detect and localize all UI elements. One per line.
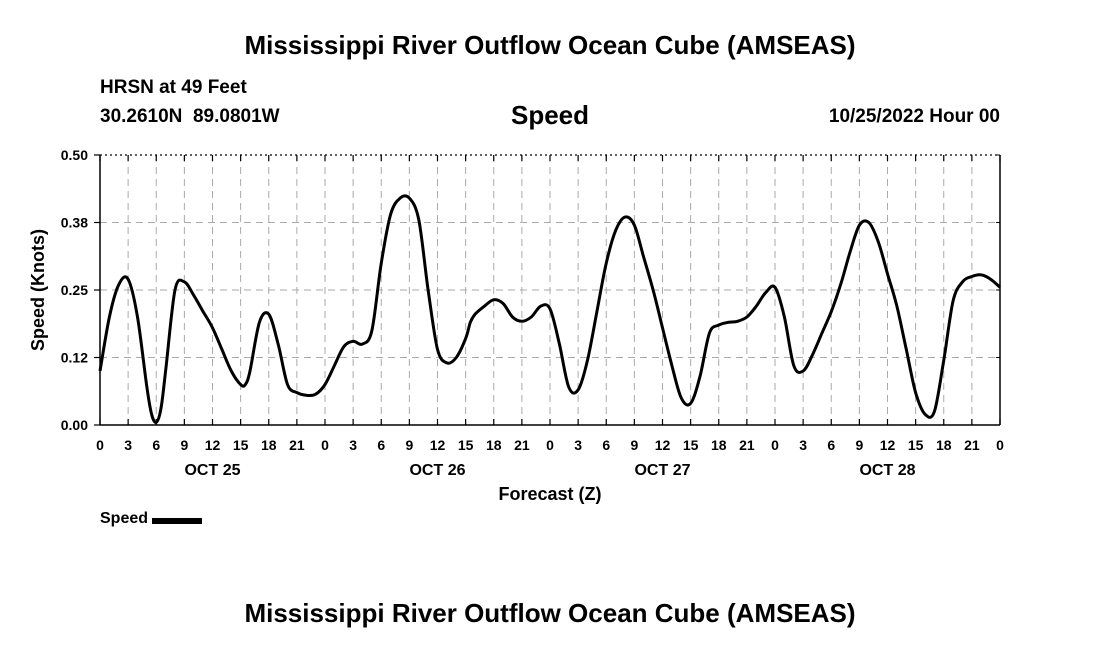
x-tick-label: 6: [377, 437, 385, 453]
x-tick-label: 12: [655, 437, 671, 453]
main-title: Mississippi River Outflow Ocean Cube (AM…: [244, 30, 856, 60]
x-tick-label: 12: [205, 437, 221, 453]
x-tick-label: 15: [908, 437, 924, 453]
day-label: OCT 26: [409, 462, 465, 479]
x-tick-label: 0: [546, 437, 554, 453]
y-tick-label: 0.50: [61, 147, 88, 163]
x-tick-label: 12: [880, 437, 896, 453]
coordinates-label: 30.2610N 89.0801W: [100, 106, 280, 127]
x-tick-label: 18: [261, 437, 277, 453]
y-tick-label: 0.25: [61, 282, 88, 298]
speed-series-line: [98, 194, 1002, 424]
x-tick-label: 9: [180, 437, 188, 453]
x-tick-label: 21: [964, 437, 980, 453]
forecast-date: 10/25/2022 Hour 00: [828, 106, 1000, 127]
x-tick-label: 18: [486, 437, 502, 453]
y-tick-label: 0.00: [61, 417, 88, 433]
x-tick-label: 3: [574, 437, 582, 453]
legend-label: Speed: [100, 510, 149, 527]
y-tick-label: 0.38: [61, 215, 88, 231]
x-tick-label: 21: [739, 437, 755, 453]
legend-line-swatch: [152, 517, 203, 524]
x-tick-label: 12: [430, 437, 446, 453]
x-tick-label: 21: [514, 437, 530, 453]
x-tick-label: 0: [96, 437, 104, 453]
x-tick-label: 15: [233, 437, 249, 453]
x-tick-label: 0: [996, 437, 1004, 453]
station-label: HRSN at 49 Feet: [100, 77, 247, 98]
x-tick-label: 9: [630, 437, 638, 453]
x-tick-label: 9: [405, 437, 413, 453]
x-tick-label: 6: [827, 437, 835, 453]
second-title: Mississippi River Outflow Ocean Cube (AM…: [244, 598, 856, 628]
x-tick-label: 15: [458, 437, 474, 453]
y-axis-title: Speed (Knots): [28, 229, 48, 351]
chart-title: Speed: [510, 100, 590, 130]
x-tick-label: 3: [124, 437, 132, 453]
x-tick-label: 18: [936, 437, 952, 453]
x-axis-title: Forecast (Z): [498, 484, 601, 504]
x-tick-label: 18: [711, 437, 727, 453]
x-tick-label: 0: [771, 437, 779, 453]
x-tick-label: 3: [349, 437, 357, 453]
x-tick-label: 0: [321, 437, 329, 453]
day-label: OCT 27: [634, 462, 690, 479]
day-label: OCT 28: [859, 462, 915, 479]
x-tick-label: 6: [602, 437, 610, 453]
x-tick-label: 15: [683, 437, 699, 453]
y-tick-label: 0.12: [61, 350, 88, 366]
x-tick-label: 9: [855, 437, 863, 453]
x-tick-label: 3: [799, 437, 807, 453]
legend: Speed: [100, 510, 203, 528]
x-tick-label: 6: [152, 437, 160, 453]
x-tick-label: 21: [289, 437, 305, 453]
day-label: OCT 25: [184, 462, 240, 479]
